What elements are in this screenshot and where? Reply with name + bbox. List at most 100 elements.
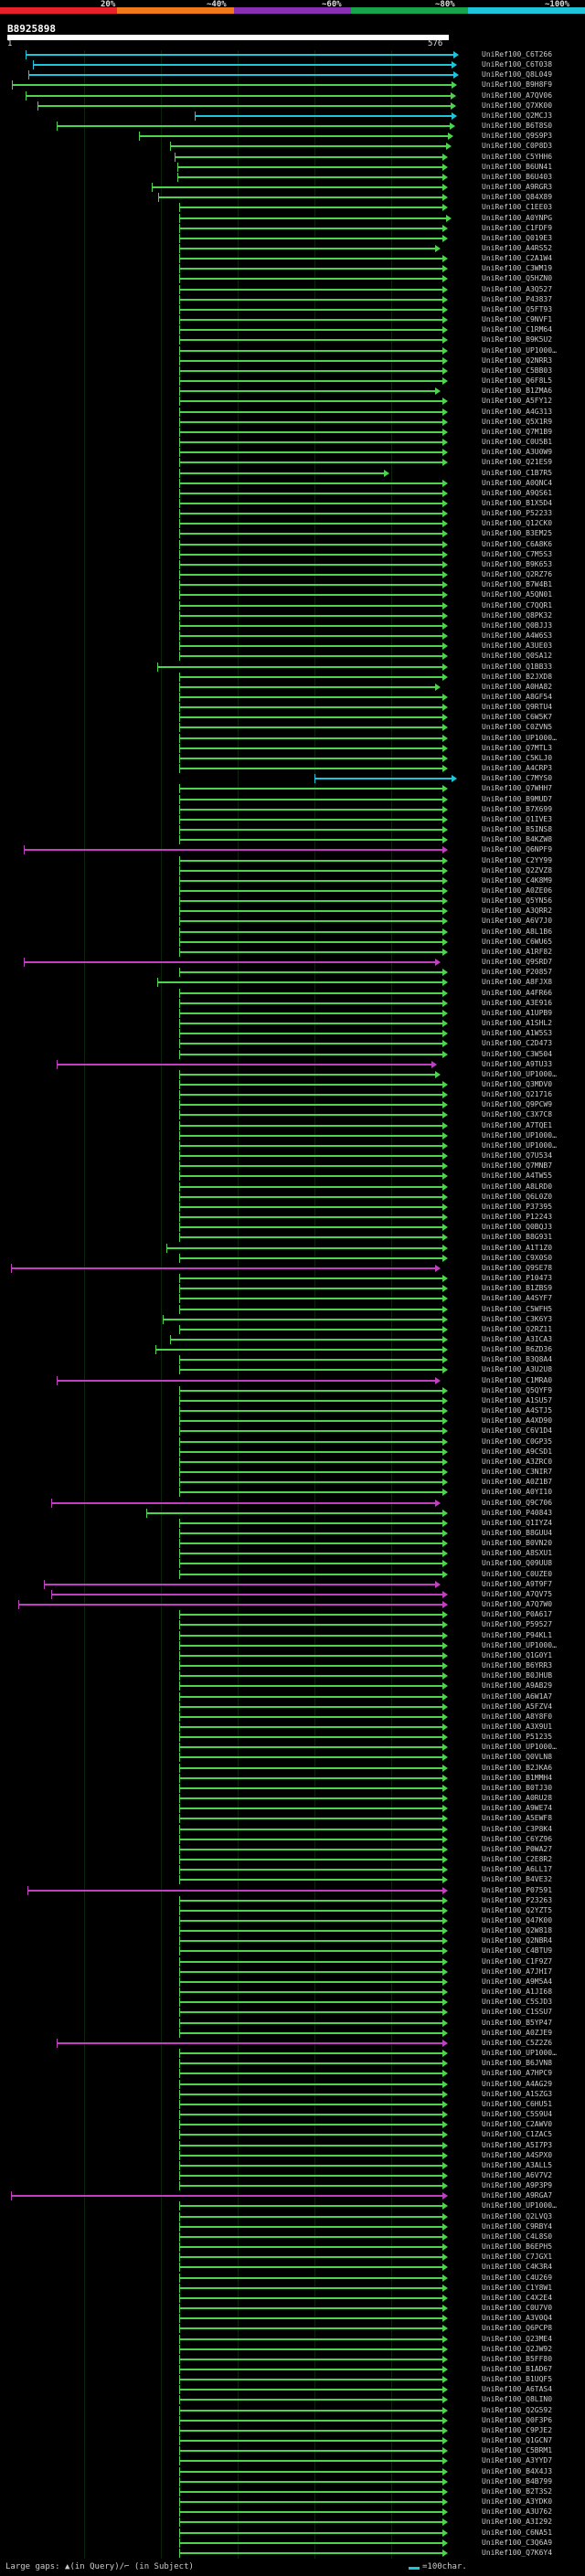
hit-row[interactable]: UniRef100_Q0BJJ3 [0, 620, 585, 631]
hit-label[interactable]: UniRef100_A3ICA3 [482, 1334, 553, 1343]
hit-row[interactable]: UniRef100_A7TQE1 [0, 1120, 585, 1130]
hit-label[interactable]: UniRef100_A7JHI7 [482, 1966, 553, 1976]
hit-row[interactable]: UniRef100_A0HA82 [0, 682, 585, 692]
hit-row[interactable]: UniRef100_B7W4B1 [0, 580, 585, 590]
hit-row[interactable]: UniRef100_B4X4J3 [0, 2466, 585, 2476]
hit-label[interactable]: UniRef100_Q21ES9 [482, 458, 553, 467]
hit-row[interactable]: UniRef100_A4TW55 [0, 1171, 585, 1182]
hit-label[interactable]: UniRef100_C3P8K4 [482, 1824, 553, 1833]
hit-label[interactable]: UniRef100_C4L8S0 [482, 2231, 553, 2241]
hit-label[interactable]: UniRef100_A6V7V2 [482, 2170, 553, 2179]
hit-row[interactable]: UniRef100_Q3MDV0 [0, 1080, 585, 1089]
hit-row[interactable]: UniRef100_A3UE03 [0, 641, 585, 652]
hit-row[interactable]: UniRef100_Q1IVE3 [0, 814, 585, 824]
hit-row[interactable]: UniRef100_C1RM64 [0, 325, 585, 335]
hit-label[interactable]: UniRef100_Q0VLN8 [482, 1753, 553, 1762]
hit-label[interactable]: UniRef100_C7JGX1 [482, 2253, 553, 2262]
hit-row[interactable]: UniRef100_Q8LIN0 [0, 2395, 585, 2405]
hit-label[interactable]: UniRef100_B8GUU4 [482, 1528, 553, 1537]
hit-label[interactable]: UniRef100_A4TW55 [482, 1171, 553, 1181]
hit-label[interactable]: UniRef100_C0ZVN5 [482, 723, 553, 732]
hit-row[interactable]: UniRef100_A4SPX0 [0, 2150, 585, 2160]
hit-row[interactable]: UniRef100_C2AWV0 [0, 2120, 585, 2130]
hit-row[interactable]: UniRef100_B0JHUB [0, 1671, 585, 1681]
hit-label[interactable]: UniRef100_B4VE32 [482, 1875, 553, 1884]
hit-row[interactable]: UniRef100_C6T038 [0, 60, 585, 70]
hit-row[interactable]: UniRef100_P12243 [0, 1213, 585, 1223]
hit-label[interactable]: UniRef100_A7HPC9 [482, 2069, 553, 2078]
hit-row[interactable]: UniRef100_A8GF54 [0, 692, 585, 702]
hit-row[interactable]: UniRef100_C0UZE0 [0, 1569, 585, 1579]
hit-row[interactable]: UniRef100_Q0F3P6 [0, 2415, 585, 2425]
hit-label[interactable]: UniRef100_Q3MDV0 [482, 1080, 553, 1088]
hit-label[interactable]: UniRef100_A1SZG3 [482, 2089, 553, 2098]
hit-label[interactable]: UniRef100_A3ZRC0 [482, 1457, 553, 1466]
hit-row[interactable]: UniRef100_C9X0S0 [0, 1253, 585, 1263]
hit-label[interactable]: UniRef100_A3V0Q4 [482, 2314, 553, 2323]
hit-row[interactable]: UniRef100_B5YP47 [0, 2018, 585, 2028]
hit-row[interactable]: UniRef100_UP1000… [0, 733, 585, 743]
hit-row[interactable]: UniRef100_A1RF82 [0, 947, 585, 957]
hit-label[interactable]: UniRef100_A3U762 [482, 2507, 553, 2517]
hit-label[interactable]: UniRef100_C3K6Y3 [482, 1314, 553, 1323]
hit-row[interactable]: UniRef100_B9K653 [0, 559, 585, 569]
hit-label[interactable]: UniRef100_Q5HZN0 [482, 274, 553, 283]
hit-row[interactable]: UniRef100_A9T9F7 [0, 1579, 585, 1589]
hit-label[interactable]: UniRef100_A3ALL5 [482, 2160, 553, 2169]
hit-row[interactable]: UniRef100_A7JHI7 [0, 1966, 585, 1977]
hit-row[interactable]: UniRef100_A5FY12 [0, 397, 585, 407]
hit-row[interactable]: UniRef100_UP1000… [0, 1069, 585, 1079]
hit-row[interactable]: UniRef100_Q23ME4 [0, 2334, 585, 2344]
hit-row[interactable]: UniRef100_C3K6Y3 [0, 1314, 585, 1324]
hit-label[interactable]: UniRef100_B6EPH5 [482, 2242, 553, 2252]
hit-label[interactable]: UniRef100_C3W504 [482, 1049, 553, 1058]
hit-label[interactable]: UniRef100_A0Z1B7 [482, 1478, 553, 1487]
hit-label[interactable]: UniRef100_P59527 [482, 1620, 553, 1629]
hit-row[interactable]: UniRef100_Q7U534 [0, 1151, 585, 1161]
hit-label[interactable]: UniRef100_Q21716 [482, 1090, 553, 1099]
hit-row[interactable]: UniRef100_C6W5K7 [0, 713, 585, 723]
hit-row[interactable]: UniRef100_C2E8R2 [0, 1855, 585, 1865]
hit-row[interactable]: UniRef100_C3W504 [0, 1049, 585, 1059]
hit-row[interactable]: UniRef100_C1EE03 [0, 203, 585, 213]
hit-row[interactable]: UniRef100_Q7WHH7 [0, 784, 585, 794]
hit-label[interactable]: UniRef100_C1FDF9 [482, 223, 553, 232]
hit-label[interactable]: UniRef100_A1UPB9 [482, 1008, 553, 1017]
hit-row[interactable]: UniRef100_UP1000… [0, 2201, 585, 2211]
hit-row[interactable]: UniRef100_A3Q527 [0, 284, 585, 294]
hit-label[interactable]: UniRef100_A8FJX8 [482, 978, 553, 987]
hit-row[interactable]: UniRef100_Q6L0Z0 [0, 1192, 585, 1202]
hit-label[interactable]: UniRef100_C3X7C8 [482, 1110, 553, 1119]
hit-label[interactable]: UniRef100_C6HU51 [482, 2099, 553, 2108]
hit-label[interactable]: UniRef100_C6W5K7 [482, 713, 553, 722]
hit-label[interactable]: UniRef100_A9T9F7 [482, 1579, 553, 1588]
hit-label[interactable]: UniRef100_P52233 [482, 509, 553, 518]
hit-row[interactable]: UniRef100_C0U7V0 [0, 2304, 585, 2314]
hit-label[interactable]: UniRef100_Q7XK00 [482, 101, 553, 110]
hit-label[interactable]: UniRef100_A5FY12 [482, 397, 553, 406]
hit-label[interactable]: UniRef100_A6V7J0 [482, 917, 553, 926]
hit-row[interactable]: UniRef100_Q019E3 [0, 233, 585, 243]
hit-row[interactable]: UniRef100_C4X2E4 [0, 2293, 585, 2303]
hit-row[interactable]: UniRef100_P59527 [0, 1620, 585, 1630]
hit-row[interactable]: UniRef100_A7Q7W0 [0, 1600, 585, 1610]
hit-label[interactable]: UniRef100_A0YI10 [482, 1488, 553, 1497]
hit-row[interactable]: UniRef100_A3U2U8 [0, 1365, 585, 1375]
hit-label[interactable]: UniRef100_C1B7R5 [482, 468, 553, 477]
hit-label[interactable]: UniRef100_A4SPX0 [482, 2150, 553, 2159]
hit-label[interactable]: UniRef100_A4RS52 [482, 244, 553, 252]
hit-label[interactable]: UniRef100_UP1000… [482, 1069, 557, 1078]
hit-row[interactable]: UniRef100_A6V7V2 [0, 2170, 585, 2180]
hit-row[interactable]: UniRef100_B0TJ30 [0, 1783, 585, 1793]
hit-label[interactable]: UniRef100_Q6F8L5 [482, 376, 553, 386]
hit-row[interactable]: UniRef100_A0ZJE9 [0, 2028, 585, 2038]
hit-row[interactable]: UniRef100_Q9S9P3 [0, 132, 585, 142]
hit-row[interactable]: UniRef100_Q2LVQ3 [0, 2211, 585, 2221]
hit-row[interactable]: UniRef100_Q2JW92 [0, 2344, 585, 2354]
hit-label[interactable]: UniRef100_Q9SE78 [482, 1263, 553, 1272]
hit-label[interactable]: UniRef100_B0JHUB [482, 1671, 553, 1680]
hit-label[interactable]: UniRef100_C5BRM1 [482, 2446, 553, 2455]
hit-label[interactable]: UniRef100_A9RGR3 [482, 183, 553, 192]
hit-label[interactable]: UniRef100_A9AB29 [482, 1681, 553, 1691]
hit-label[interactable]: UniRef100_C6A8K6 [482, 539, 553, 548]
